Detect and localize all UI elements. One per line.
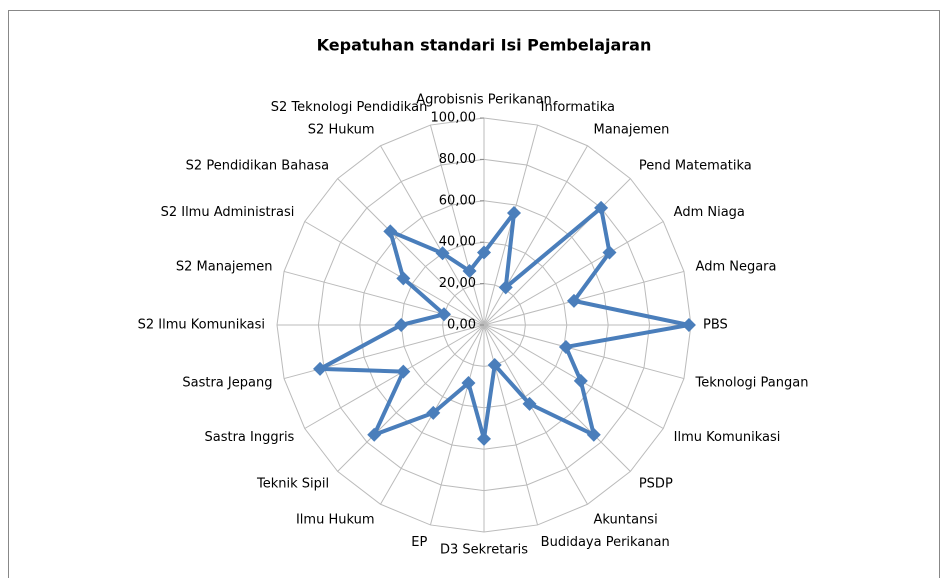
category-label: Informatika: [541, 100, 615, 115]
category-label: Teknologi Pangan: [695, 376, 809, 391]
data-point: [522, 396, 537, 411]
category-label: S2 Ilmu Komunikasi: [138, 318, 265, 333]
category-label: Adm Niaga: [674, 205, 745, 220]
chart-border: [8, 10, 940, 578]
y-tick-label: 0,00: [447, 318, 476, 333]
spoke: [483, 324, 539, 526]
data-point: [594, 200, 609, 215]
category-label: Sastra Inggris: [204, 430, 294, 445]
category-label: S2 Teknologi Pendidikan: [271, 100, 428, 115]
data-point: [566, 293, 581, 308]
spoke: [483, 324, 664, 429]
category-label: Pend Matematika: [639, 158, 752, 173]
category-label: PBS: [703, 318, 728, 333]
category-label: D3 Sekretaris: [440, 543, 528, 558]
category-label: Adm Negara: [696, 259, 777, 274]
category-label: S2 Hukum: [308, 123, 375, 138]
data-point: [681, 318, 696, 332]
data-point: [558, 339, 573, 354]
spoke: [483, 324, 631, 472]
spoke: [429, 124, 485, 326]
data-point: [602, 245, 617, 260]
y-tick-label: 100,00: [431, 111, 477, 126]
y-tick-label: 40,00: [439, 235, 476, 250]
data-point: [498, 280, 513, 295]
category-label: Sastra Jepang: [182, 376, 272, 391]
data-point: [394, 318, 409, 332]
spoke: [483, 178, 631, 326]
data-point: [477, 245, 491, 260]
spoke: [483, 324, 588, 505]
data-point: [586, 427, 601, 442]
data-point: [383, 224, 398, 239]
spoke: [380, 145, 485, 326]
y-tick-label: 60,00: [439, 193, 476, 208]
category-label: Ilmu Komunikasi: [674, 430, 781, 445]
data-point: [313, 361, 328, 376]
category-label: Akuntansi: [594, 512, 658, 527]
category-label: S2 Manajemen: [176, 259, 273, 274]
data-point: [367, 427, 382, 442]
spoke: [304, 221, 485, 326]
category-label: S2 Ilmu Administrasi: [161, 205, 295, 220]
data-point: [573, 373, 588, 388]
category-label: Ilmu Hukum: [296, 512, 375, 527]
category-label: Agrobisnis Perikanan: [416, 93, 552, 108]
data-point: [507, 206, 522, 221]
data-point: [435, 246, 450, 261]
category-label: PSDP: [639, 477, 673, 492]
category-label: Teknik Sipil: [256, 477, 329, 492]
chart-title: Kepatuhan standari Isi Pembelajaran: [317, 36, 652, 55]
y-tick-label: 20,00: [439, 276, 476, 291]
category-label: EP: [411, 535, 427, 550]
spoke: [304, 324, 485, 429]
spoke: [483, 145, 588, 326]
data-point: [396, 271, 411, 286]
spoke: [337, 178, 485, 326]
spoke: [483, 221, 664, 326]
data-point: [462, 264, 477, 279]
data-point: [487, 357, 502, 372]
data-point: [437, 307, 452, 322]
spoke: [283, 270, 485, 326]
category-label: S2 Pendidikan Bahasa: [186, 158, 329, 173]
spoke: [483, 324, 685, 380]
category-label: Manajemen: [594, 123, 670, 138]
category-label: Budidaya Perikanan: [541, 535, 670, 550]
spoke: [337, 324, 485, 472]
data-point: [396, 364, 411, 379]
y-tick-label: 80,00: [439, 152, 476, 167]
data-point: [461, 375, 476, 390]
data-point: [426, 405, 441, 420]
spoke: [429, 324, 485, 526]
data-point: [477, 431, 491, 446]
spoke: [483, 270, 685, 326]
